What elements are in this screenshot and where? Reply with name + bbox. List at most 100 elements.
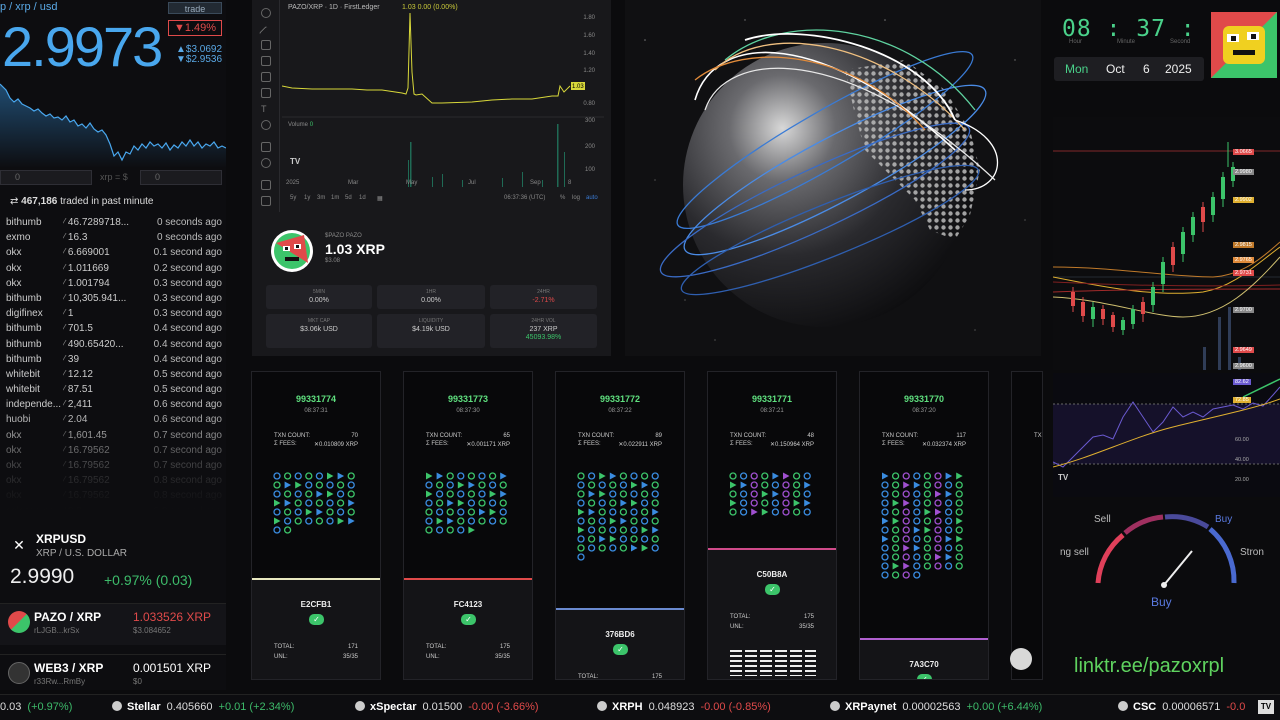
traded-summary: ⇄ 467,186 traded in past minute xyxy=(10,196,154,207)
ledger-hash: 376BD6 xyxy=(605,630,635,639)
tx-offer-icon xyxy=(923,535,932,543)
token-row-pazo[interactable]: PAZO / XRP rLJGB...krSx 1.033526 XRP $3.… xyxy=(0,603,226,645)
brush-icon[interactable] xyxy=(261,88,271,98)
tx-offer-icon xyxy=(934,472,942,480)
x-tick: 8 xyxy=(568,180,572,186)
tx-offer-icon xyxy=(598,481,606,489)
tx-offer-icon xyxy=(782,508,790,516)
txn-count-label: TXN COUNT: xyxy=(578,433,614,439)
tx-offer-icon xyxy=(347,472,355,480)
tx-payment-icon xyxy=(956,517,963,525)
range-1y[interactable]: 1y xyxy=(304,195,311,201)
ticker-item[interactable]: CSC 0.00006571 -0.0 xyxy=(1118,701,1245,713)
xrp-amount-input[interactable]: 0 xyxy=(0,170,92,185)
ticker-change: +0.00 (+6.44%) xyxy=(966,701,1043,713)
usd-amount-input[interactable]: 0 xyxy=(140,170,222,185)
lock-icon[interactable] xyxy=(261,180,271,190)
linktree-link[interactable]: linktr.ee/pazoxrpl xyxy=(1074,655,1225,677)
calendar-icon[interactable]: ▦ xyxy=(377,196,383,202)
zoom-icon[interactable] xyxy=(261,158,271,168)
tx-payment-icon xyxy=(599,535,606,543)
trade-time: 0.6 second ago xyxy=(153,414,222,426)
trade-amount: ⁄ 10,305.941... xyxy=(63,291,146,306)
globe-svg xyxy=(644,19,1026,341)
ledger-block: 99331772 08:37:22 TXN COUNT: 89 Σ FEES: ✕0.02… xyxy=(555,371,685,680)
fib-icon[interactable] xyxy=(261,40,271,50)
gauge-buy-label: Buy xyxy=(1215,514,1233,525)
tx-offer-icon xyxy=(739,472,748,480)
tx-offer-icon xyxy=(761,499,769,507)
trade-button[interactable]: trade xyxy=(168,2,222,14)
emoji-icon[interactable] xyxy=(261,120,271,130)
pct-toggle[interactable]: % xyxy=(560,195,566,201)
range-1m[interactable]: 1m xyxy=(331,195,340,201)
trade-amount-value: 1.001794 xyxy=(67,277,110,289)
ticker-item[interactable]: xSpectar 0.01500 -0.00 (-3.66%) xyxy=(355,701,539,713)
tx-offer-icon xyxy=(792,481,801,489)
ruler-icon[interactable] xyxy=(261,142,271,152)
tx-offer-icon xyxy=(640,508,649,516)
trendline-icon[interactable] xyxy=(258,25,274,41)
trade-exchange: bithumb xyxy=(6,323,42,335)
coin-icon xyxy=(830,701,840,711)
ticker-item[interactable]: 0.03 (+0.97%) xyxy=(0,701,72,713)
tx-offer-icon xyxy=(425,499,433,507)
technicals-gauge xyxy=(1095,514,1237,588)
pattern-icon[interactable] xyxy=(261,56,271,66)
cookie-icon[interactable] xyxy=(1010,648,1032,670)
tx-offer-icon xyxy=(630,508,638,516)
trade-amount: ⁄ 12.12 xyxy=(63,367,146,382)
range-1d[interactable]: 1d xyxy=(359,195,366,201)
trade-amount: ⁄ 87.51 xyxy=(63,382,146,397)
ticker-item[interactable]: XRPaynet 0.00002563 +0.00 (+6.44%) xyxy=(830,701,1042,713)
ticker-item[interactable]: Stellar 0.405660 +0.01 (+2.34%) xyxy=(112,701,294,713)
block-time: 08:37:21 xyxy=(760,408,784,414)
tv-logo-icon: TV xyxy=(1058,473,1069,482)
web3-logo-icon xyxy=(8,662,30,684)
fees-row: Σ FEES: ✕0.022911 XRP xyxy=(578,441,662,448)
trade-amount: ⁄ 46.7289718... xyxy=(63,215,146,230)
token-row-web3[interactable]: WEB3 / XRP r33Rw...RmBy 0.001501 XRP $0 xyxy=(0,654,226,690)
osc-axis-tag: 60.00 xyxy=(1235,437,1249,443)
range-3m[interactable]: 3m xyxy=(317,195,326,201)
tx-offer-icon xyxy=(651,544,659,552)
tx-offer-icon xyxy=(283,508,292,516)
ledger-block: 99331773 08:37:30 TXN COUNT: 65 Σ FEES: ✕0.00… xyxy=(403,371,533,680)
validated-check-icon: ✓ xyxy=(765,584,780,595)
total-value: 175 xyxy=(651,674,662,680)
text-icon[interactable]: T xyxy=(261,104,267,114)
range-5d[interactable]: 5d xyxy=(345,195,352,201)
xrp-icon: ⁄ xyxy=(63,277,68,289)
log-toggle[interactable]: log xyxy=(572,195,581,201)
tx-offer-icon xyxy=(934,526,942,534)
pair-path: p / xrp / usd xyxy=(0,1,58,13)
ticker-price: 0.405660 xyxy=(166,701,213,713)
calc-equals-label: xrp = $ xyxy=(100,172,128,182)
unl-value: 35/35 xyxy=(342,654,358,660)
x-tick: 2025 xyxy=(286,180,300,186)
stat-value: $4.19k USD xyxy=(412,326,450,333)
clock-hour: 08 xyxy=(1062,16,1092,42)
ticker-change: -0.00 (-3.66%) xyxy=(468,701,539,713)
fees-label: Σ FEES: xyxy=(578,441,601,447)
ticker-item[interactable]: XRPH 0.048923 -0.00 (-0.85%) xyxy=(597,701,771,713)
range-5y[interactable]: 5y xyxy=(290,195,297,201)
tx-grid xyxy=(273,472,355,534)
tx-offer-icon xyxy=(609,544,617,552)
auto-toggle[interactable]: auto xyxy=(586,195,598,201)
date-year: 2025 xyxy=(1165,62,1192,76)
forecast-icon[interactable] xyxy=(261,72,271,82)
moving-averages xyxy=(1053,241,1280,318)
tx-offer-icon xyxy=(315,499,324,507)
x-logo-icon: ✕ xyxy=(13,537,25,553)
trade-exchange: exmo xyxy=(6,232,31,244)
fees-value: ✕0.022911 XRP xyxy=(618,442,662,448)
crosshair-icon[interactable] xyxy=(261,8,271,18)
tx-payment-icon xyxy=(609,535,617,543)
volume-title: Volume xyxy=(288,122,309,128)
tx-payment-icon xyxy=(945,553,953,561)
tx-payment-icon xyxy=(956,535,963,543)
eye-icon[interactable] xyxy=(261,196,271,206)
chart-time: 06:37:36 (UTC) xyxy=(504,195,546,201)
trade-row: bithumb ⁄ 10,305.941... 0.3 second ago xyxy=(6,291,222,306)
